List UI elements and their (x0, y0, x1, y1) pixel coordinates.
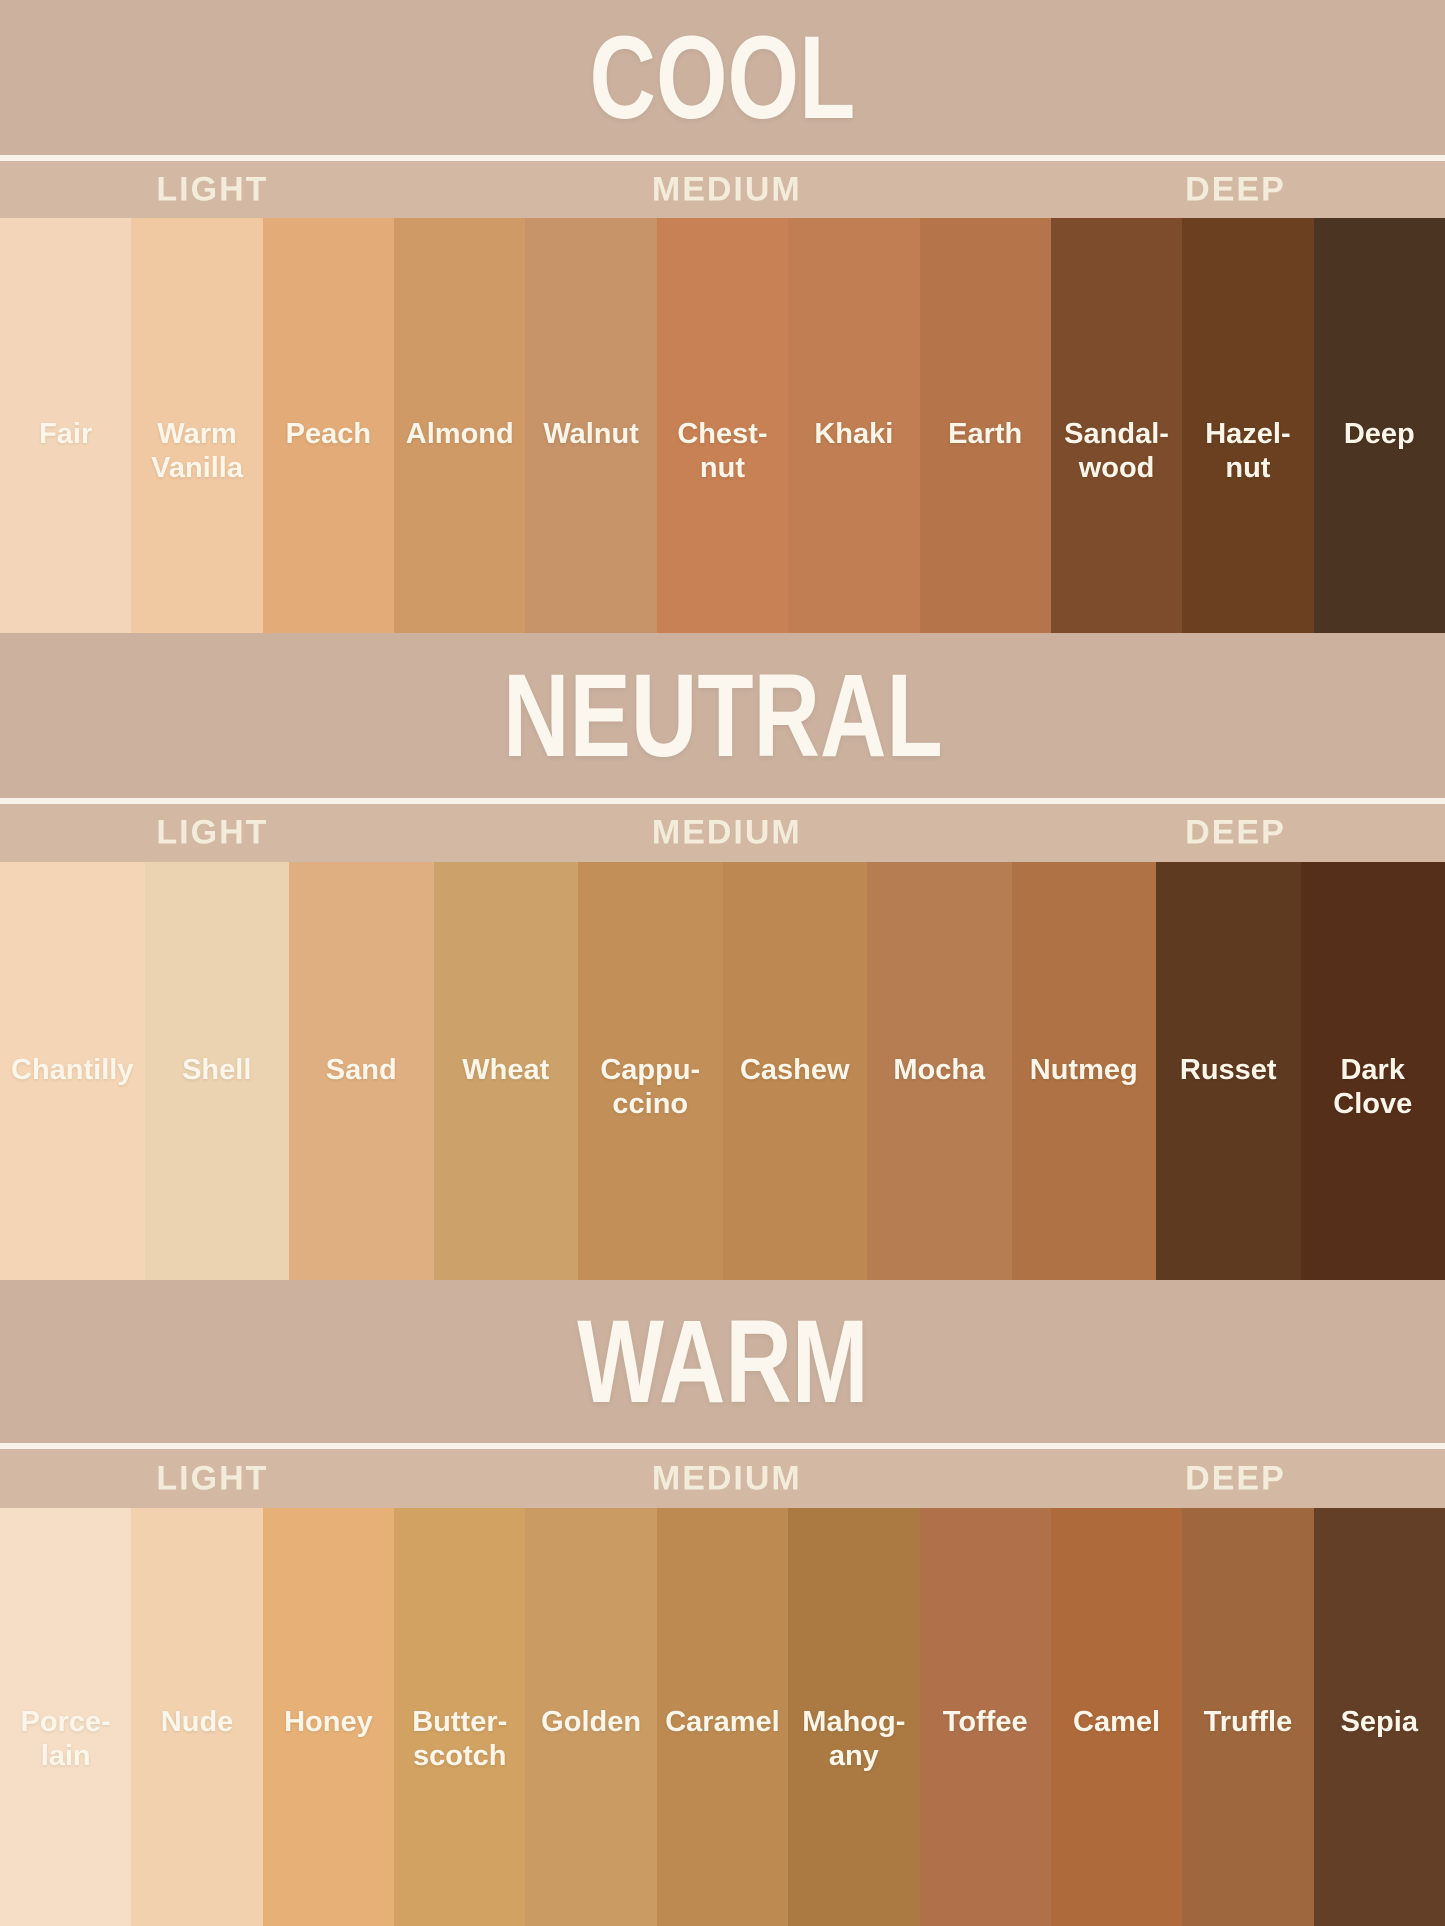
swatch-dark-clove: Dark Clove (1300, 862, 1445, 1280)
swatch-label: Warm Vanilla (151, 418, 243, 484)
swatch-label: Wheat (462, 1054, 550, 1086)
swatch-sepia: Sepia (1313, 1508, 1445, 1926)
section-neutral: NEUTRAL LIGHT MEDIUM DEEP Chantilly Shell… (0, 633, 1445, 1280)
swatch-hazelnut: Hazel- nut (1182, 218, 1314, 633)
swatch-label: Toffee (942, 1706, 1028, 1738)
section-warm: WARM LIGHT MEDIUM DEEP Porce- lain Nude Ho… (0, 1280, 1445, 1926)
swatch-label: Chantilly (11, 1054, 134, 1086)
warm-header-light: LIGHT (156, 1459, 269, 1497)
swatch-nude: Nude (131, 1508, 263, 1926)
swatch-sand: Sand (289, 862, 434, 1280)
swatch-russet: Russet (1156, 862, 1301, 1280)
neutral-header-deep: DEEP (1185, 813, 1286, 852)
swatch-label: Cashew (739, 1054, 850, 1086)
swatch-mocha: Mocha (867, 862, 1012, 1280)
swatch-honey: Honey (262, 1508, 395, 1926)
swatch-earth: Earth (919, 218, 1051, 633)
neutral-title: NEUTRAL (502, 649, 943, 782)
swatch-label: Peach (285, 418, 372, 450)
neutral-header-medium: MEDIUM (651, 813, 802, 852)
swatch-porcelain: Porce- lain (0, 1508, 132, 1926)
swatch-label: Sepia (1340, 1706, 1418, 1738)
warm-depth-header-row: LIGHT MEDIUM DEEP (0, 1449, 1445, 1508)
swatch-peach: Peach (262, 218, 395, 633)
swatch-label: Nutmeg (1029, 1054, 1138, 1086)
divider-line (0, 155, 1445, 161)
swatch-label: Caramel (665, 1706, 780, 1738)
swatch-deep: Deep (1313, 218, 1445, 633)
swatch-label: Golden (541, 1706, 642, 1738)
swatch-wheat: Wheat (433, 862, 578, 1280)
swatch-label: Dark Clove (1333, 1054, 1413, 1120)
cool-header-deep: DEEP (1185, 170, 1286, 208)
swatch-label: Shell (182, 1054, 252, 1086)
warm-title: WARM (576, 1295, 869, 1428)
swatch-label: Truffle (1203, 1706, 1293, 1738)
swatch-fair: Fair (0, 218, 132, 633)
swatch-shell: Shell (144, 862, 289, 1280)
cool-header-light: LIGHT (156, 170, 269, 208)
cool-title-band: COOL (0, 0, 1445, 155)
swatch-label: Walnut (543, 418, 639, 450)
swatch-label: Nude (160, 1706, 234, 1738)
swatch-nutmeg: Nutmeg (1011, 862, 1156, 1280)
swatch-label: Mocha (893, 1054, 986, 1086)
swatch-label: Russet (1179, 1054, 1277, 1086)
swatch-almond: Almond (394, 218, 526, 633)
divider-line (0, 1443, 1445, 1449)
swatch-label: Cappu- ccino (600, 1054, 701, 1120)
swatch-label: Honey (284, 1706, 373, 1738)
swatch-mahogany: Mahog- any (788, 1508, 920, 1926)
swatch-label: Khaki (814, 418, 894, 450)
swatch-caramel: Caramel (656, 1508, 789, 1926)
warm-header-deep: DEEP (1185, 1459, 1286, 1497)
swatch-label: Fair (39, 418, 93, 450)
swatch-walnut: Walnut (525, 218, 657, 633)
swatch-label: Camel (1073, 1706, 1161, 1738)
swatch-label: Porce- lain (20, 1706, 111, 1772)
swatch-toffee: Toffee (919, 1508, 1051, 1926)
neutral-depth-header-row: LIGHT MEDIUM DEEP (0, 804, 1445, 862)
swatch-label: Deep (1343, 418, 1415, 450)
swatch-label: Mahog- any (802, 1706, 906, 1772)
swatch-label: Butter- scotch (412, 1706, 508, 1772)
swatch-label: Earth (948, 418, 1023, 450)
section-cool: COOL LIGHT MEDIUM DEEP Fair Warm Vanilla P… (0, 0, 1445, 633)
divider-line (0, 798, 1445, 804)
warm-title-band: WARM (0, 1280, 1445, 1443)
swatch-cashew: Cashew (722, 862, 867, 1280)
swatch-khaki: Khaki (788, 218, 920, 633)
swatch-cappuccino: Cappu- ccino (578, 862, 723, 1280)
neutral-header-light: LIGHT (156, 813, 269, 852)
cool-title: COOL (589, 11, 856, 144)
warm-swatch-row: Porce- lain Nude Honey Butter- scotch Golden… (0, 1508, 1445, 1926)
cool-header-medium: MEDIUM (651, 170, 802, 208)
swatch-butterscotch: Butter- scotch (394, 1508, 526, 1926)
warm-header-medium: MEDIUM (651, 1459, 802, 1497)
swatch-chantilly: Chantilly (0, 862, 145, 1280)
swatch-label: Sandal- wood (1064, 418, 1169, 484)
swatch-label: Almond (405, 418, 514, 450)
swatch-camel: Camel (1050, 1508, 1183, 1926)
swatch-label: Hazel- nut (1205, 418, 1291, 484)
swatch-sandalwood: Sandal- wood (1050, 218, 1183, 633)
swatch-truffle: Truffle (1182, 1508, 1314, 1926)
swatch-label: Sand (325, 1054, 397, 1086)
cool-swatch-row: Fair Warm Vanilla Peach Almond Walnut Chest- … (0, 218, 1445, 633)
neutral-title-band: NEUTRAL (0, 633, 1445, 798)
swatch-warm-vanilla: Warm Vanilla (131, 218, 263, 633)
swatch-chestnut: Chest- nut (656, 218, 789, 633)
swatch-golden: Golden (525, 1508, 657, 1926)
neutral-swatch-row: Chantilly Shell Sand Wheat Cappu- ccino Cashe… (0, 862, 1445, 1280)
swatch-label: Chest- nut (677, 418, 768, 484)
cool-depth-header-row: LIGHT MEDIUM DEEP (0, 161, 1445, 218)
